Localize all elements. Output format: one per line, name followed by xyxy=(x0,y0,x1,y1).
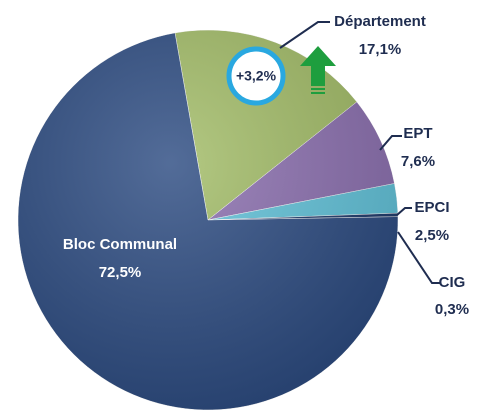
leader-line xyxy=(379,135,402,151)
slice-label: EPCI xyxy=(414,199,449,216)
value-label: 72,5% xyxy=(99,264,142,281)
value-label: 0,3% xyxy=(435,301,469,318)
leader-line xyxy=(397,231,440,284)
pie xyxy=(17,29,399,411)
value-label: 7,6% xyxy=(401,153,435,170)
slice-label: Département xyxy=(334,13,426,30)
value-label: 2,5% xyxy=(415,227,449,244)
annotation-circle xyxy=(226,46,286,106)
leader-line xyxy=(279,21,330,49)
up-arrow xyxy=(300,46,336,94)
slice-label: EPT xyxy=(403,125,432,142)
leader-line xyxy=(396,207,412,216)
value-label: 17,1% xyxy=(359,41,402,58)
slice-label: CIG xyxy=(439,274,466,291)
annotation: +3,2% xyxy=(236,68,277,84)
slice-label: Bloc Communal xyxy=(63,236,177,253)
